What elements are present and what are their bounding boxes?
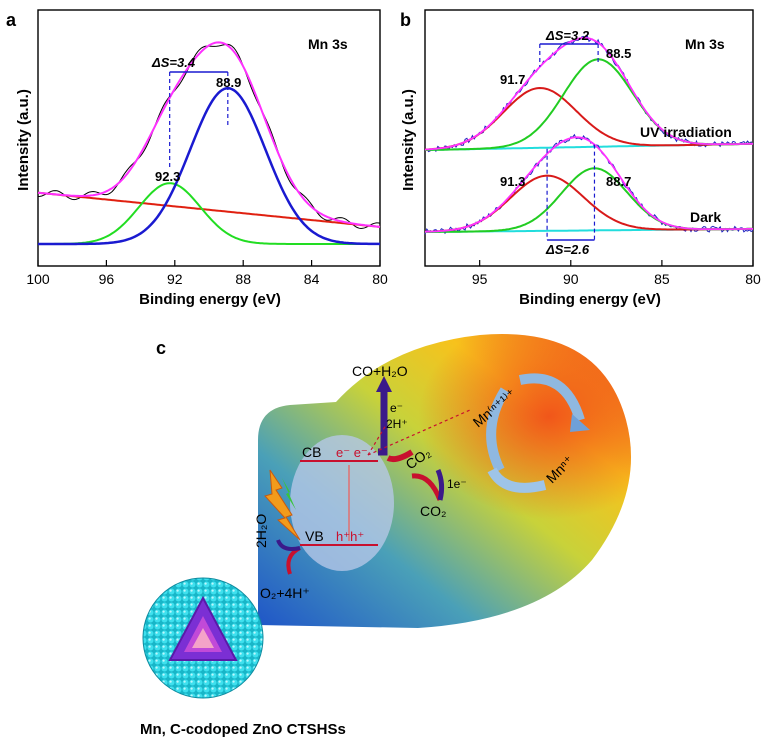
panel-c-letter: c xyxy=(156,338,166,358)
co-reduction-arrow xyxy=(378,388,388,456)
mn-cycle-arrowhead xyxy=(570,414,590,432)
panel-b: b 95 90 85 80 Mn 3s Binding energy (eV) Int… xyxy=(400,9,761,308)
peak-fit-line xyxy=(38,86,381,246)
nanosphere-core xyxy=(192,628,214,648)
x-tick-label: 96 xyxy=(99,271,115,287)
panel-b-dark-peak-label: 91.3 xyxy=(500,174,525,189)
x-tick-label: 85 xyxy=(654,271,670,287)
x-tick-label: 92 xyxy=(167,271,183,287)
co-reduction-arrow xyxy=(386,449,414,463)
water-label: 2H₂O xyxy=(253,514,269,548)
electron-transfer-dash xyxy=(367,409,471,456)
panel-b-delta-top: ΔS=3.2 xyxy=(545,28,590,43)
panel-c: c CB e⁻ e⁻ VB h⁺h⁺ 2H₂O O₂+4H⁺ CO+H₂O e⁻… xyxy=(140,334,632,738)
panel-a: a 100 96 92 88 84 80 Mn 3s Binding energy (eV… xyxy=(6,9,388,308)
mn-cycle-arrow xyxy=(487,467,547,493)
mn-cycle-arrow xyxy=(486,387,510,473)
panel-b-x-ticks: 95 90 85 80 xyxy=(472,260,761,287)
x-tick-label: 88 xyxy=(235,271,251,287)
semiconductor-particle xyxy=(290,435,394,571)
co2-label-bottom: CO₂ xyxy=(420,503,446,519)
light-bolt-icon xyxy=(264,469,301,541)
panel-b-title: Mn 3s xyxy=(685,36,725,52)
panel-a-letter: a xyxy=(6,10,17,30)
product-label: CO+H₂O xyxy=(352,363,408,379)
envelope-line xyxy=(37,41,381,228)
x-tick-label: 95 xyxy=(472,271,488,287)
x-tick-label: 90 xyxy=(563,271,579,287)
co2-activation-arrow xyxy=(411,473,443,501)
x-tick-label: 80 xyxy=(372,271,388,287)
panel-b-frame xyxy=(424,9,754,267)
water-oxidation-arrow xyxy=(276,539,301,551)
panel-a-ylabel: Intensity (a.u.) xyxy=(15,89,32,191)
panel-a-curves xyxy=(37,41,381,246)
panel-c-caption: Mn, C-codoped ZnO CTSHSs xyxy=(140,721,346,738)
background-line xyxy=(37,191,381,228)
cb-label: CB xyxy=(302,444,321,460)
panel-b-letter: b xyxy=(400,10,411,30)
panel-a-peak-label: 92.3 xyxy=(155,169,180,184)
panel-b-series-label-uv: UV irradiation xyxy=(640,124,732,140)
electron-transfer-label: e⁻ xyxy=(390,401,403,415)
mn-cycle-arrow xyxy=(518,373,585,422)
envelope-line xyxy=(424,136,753,233)
oxygen-label: O₂+4H⁺ xyxy=(260,585,310,601)
co2-activation-arrow xyxy=(435,469,445,501)
envelope-line xyxy=(424,37,753,151)
hole-label: h⁺h⁺ xyxy=(336,529,364,544)
proton-label: 2H⁺ xyxy=(386,417,408,431)
vb-label: VB xyxy=(305,528,324,544)
x-tick-label: 84 xyxy=(304,271,320,287)
panel-b-uv-peak-label: 88.5 xyxy=(606,46,631,61)
one-electron-label: 1e⁻ xyxy=(447,477,467,491)
peak-fit-line xyxy=(38,182,380,245)
co-reduction-arrow xyxy=(376,376,392,392)
panel-a-delta-label: ΔS=3.4 xyxy=(151,55,196,70)
panel-b-series-label-dark: Dark xyxy=(690,209,721,225)
panel-b-ylabel: Intensity (a.u.) xyxy=(400,89,417,191)
panel-a-title: Mn 3s xyxy=(308,36,348,52)
electron-label: e⁻ e⁻ xyxy=(336,445,368,460)
light-bolt-icon xyxy=(282,478,296,510)
x-tick-label: 100 xyxy=(26,271,50,287)
panel-b-uv-peak-label: 91.7 xyxy=(500,72,525,87)
x-tick-label: 80 xyxy=(745,271,761,287)
panel-b-xlabel: Binding energy (eV) xyxy=(519,291,661,308)
panel-b-delta-bottom: ΔS=2.6 xyxy=(545,242,590,257)
panel-b-curves xyxy=(424,34,754,241)
panel-b-dark-peak-label: 88.7 xyxy=(606,174,631,189)
panel-a-peak-label: 88.9 xyxy=(216,75,241,90)
panel-a-xlabel: Binding energy (eV) xyxy=(139,291,281,308)
panel-a-x-ticks: 100 96 92 88 84 80 xyxy=(26,260,388,287)
panel-a-frame xyxy=(37,9,381,267)
